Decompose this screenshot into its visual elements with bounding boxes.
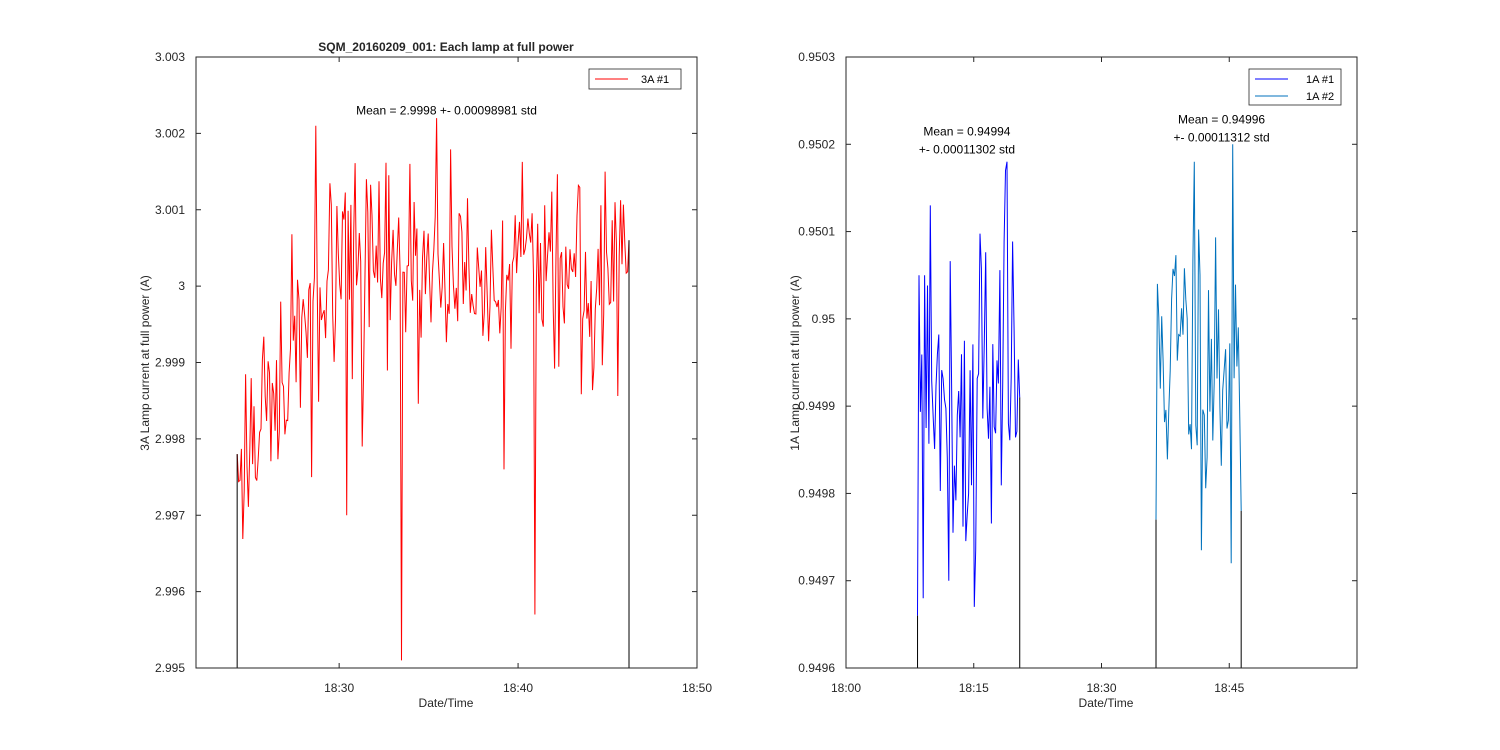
series-line bbox=[1155, 144, 1242, 564]
x-tick-label: 18:30 bbox=[1086, 681, 1116, 695]
chart-left-y-ticks: 2.995 2.996 2.997 2.998 2.999 3 3.001 3.002 3.00… bbox=[155, 50, 697, 675]
y-tick-label: 0.9498 bbox=[798, 486, 835, 500]
y-tick-label: 3.002 bbox=[155, 126, 185, 140]
chart-right: 0.9496 0.9497 0.9498 0.9499 0.95 0.9501 0.9502… bbox=[788, 50, 1358, 710]
chart-left-x-label: Date/Time bbox=[419, 696, 474, 710]
series-line bbox=[236, 118, 630, 661]
x-tick-label: 18:15 bbox=[959, 681, 989, 695]
y-tick-label: 3 bbox=[178, 279, 185, 293]
legend-label-1a-2: 1A #2 bbox=[1306, 91, 1334, 103]
chart-right-y-label: 1A Lamp current at full power (A) bbox=[788, 275, 802, 450]
y-tick-label: 0.9497 bbox=[798, 574, 835, 588]
x-tick-label: 18:50 bbox=[682, 681, 712, 695]
chart-left-y-label: 3A Lamp current at full power (A) bbox=[138, 275, 152, 450]
y-tick-label: 0.95 bbox=[812, 312, 836, 326]
chart-left: SQM_20160209_001: Each lamp at full powe… bbox=[138, 40, 712, 710]
annotation-text: +- 0.00011312 std bbox=[1173, 130, 1269, 144]
y-tick-label: 2.995 bbox=[155, 661, 185, 675]
chart-right-legend: 1A #1 1A #2 bbox=[1248, 68, 1342, 106]
x-tick-label: 18:30 bbox=[324, 681, 354, 695]
y-tick-label: 2.997 bbox=[155, 508, 185, 522]
chart-right-plot-lines bbox=[917, 144, 1242, 668]
legend-label-1a-1: 1A #1 bbox=[1306, 74, 1334, 86]
y-tick-label: 0.9502 bbox=[798, 137, 835, 151]
y-tick-label: 2.999 bbox=[155, 356, 185, 370]
chart-left-annotations: Mean = 2.9998 +- 0.00098981 std bbox=[356, 103, 537, 117]
y-tick-label: 0.9496 bbox=[798, 661, 835, 675]
chart-left-title: SQM_20160209_001: Each lamp at full powe… bbox=[318, 40, 574, 54]
chart-left-plot-lines bbox=[236, 118, 630, 668]
annotation-text: Mean = 2.9998 +- 0.00098981 std bbox=[356, 103, 537, 117]
chart-right-x-ticks: 18:00 18:15 18:30 18:45 bbox=[831, 57, 1245, 695]
chart-left-legend: 3A #1 bbox=[588, 68, 682, 90]
annotation-text: Mean = 0.94994 bbox=[923, 125, 1010, 139]
chart-right-x-label: Date/Time bbox=[1079, 696, 1134, 710]
y-tick-label: 3.001 bbox=[155, 203, 185, 217]
y-tick-label: 0.9503 bbox=[798, 50, 835, 64]
annotation-text: +- 0.00011302 std bbox=[919, 143, 1015, 157]
y-tick-label: 2.996 bbox=[155, 585, 185, 599]
chart-right-y-ticks: 0.9496 0.9497 0.9498 0.9499 0.95 0.9501 0.9502… bbox=[798, 50, 1357, 675]
legend-label-3a-1: 3A #1 bbox=[641, 74, 669, 86]
chart-left-x-ticks: 18:30 18:40 18:50 bbox=[324, 57, 712, 695]
y-tick-label: 0.9499 bbox=[798, 399, 835, 413]
annotation-text: Mean = 0.94996 bbox=[1178, 112, 1265, 126]
x-tick-label: 18:40 bbox=[503, 681, 533, 695]
y-tick-label: 3.003 bbox=[155, 50, 185, 64]
chart-right-annotations: Mean = 0.94994 +- 0.00011302 std Mean = 0.… bbox=[919, 112, 1270, 156]
y-tick-label: 0.9501 bbox=[798, 225, 835, 239]
x-tick-label: 18:00 bbox=[831, 681, 861, 695]
series-line bbox=[917, 161, 1021, 616]
x-tick-label: 18:45 bbox=[1214, 681, 1244, 695]
y-tick-label: 2.998 bbox=[155, 432, 185, 446]
